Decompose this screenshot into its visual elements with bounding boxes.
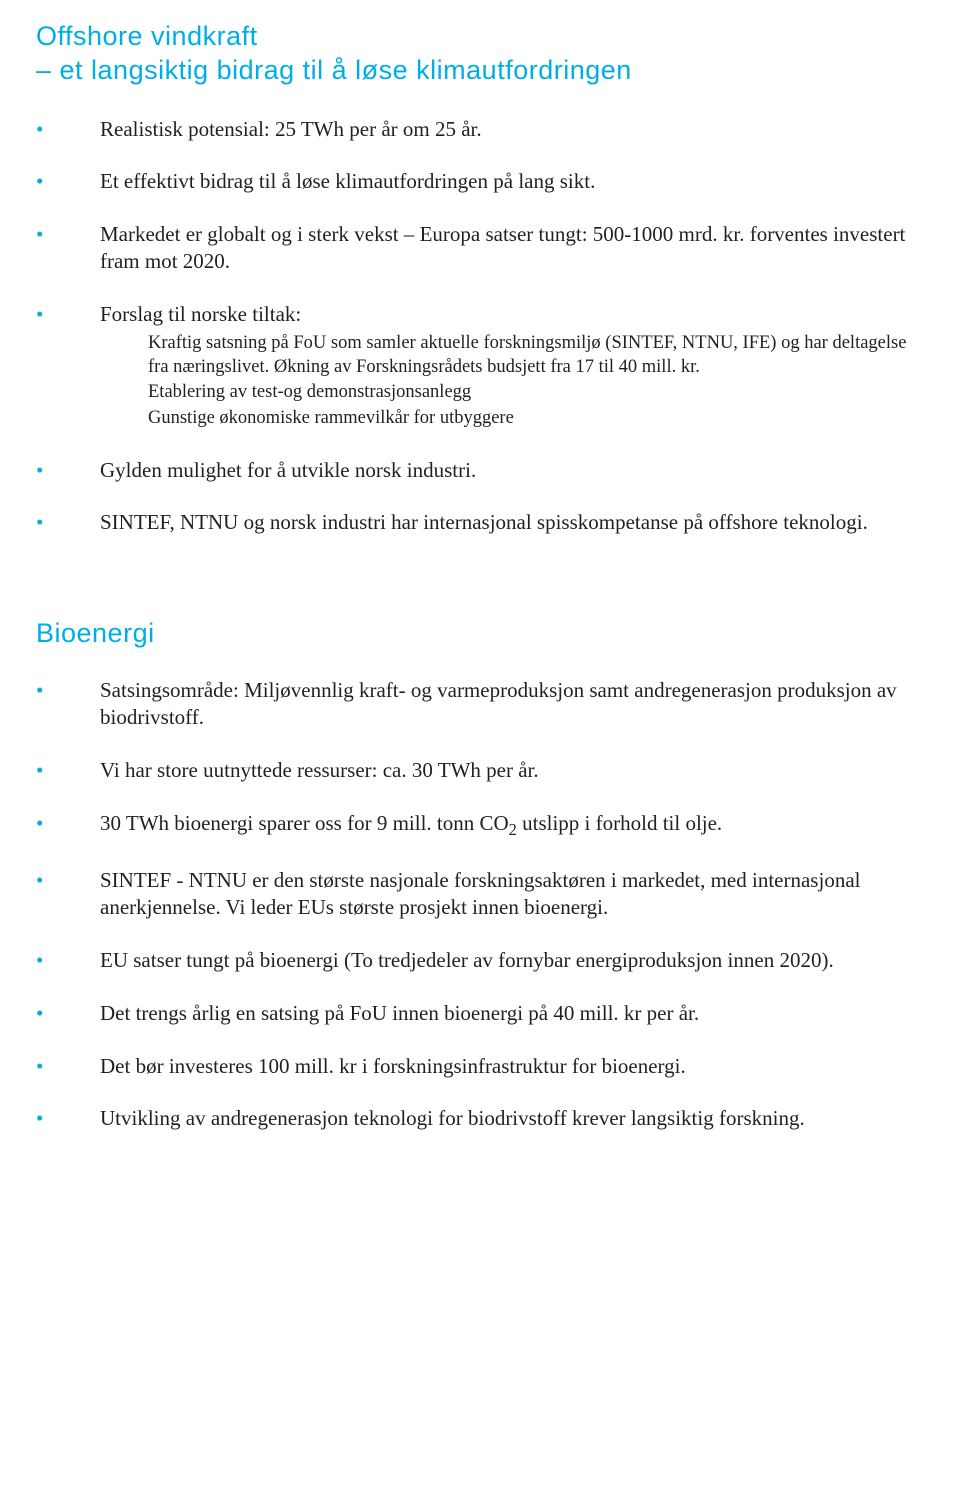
list-item: Satsingsområde: Miljøvennlig kraft- og v…: [36, 677, 924, 731]
heading-line-2: – et langsiktig bidrag til å løse klimau…: [36, 55, 632, 85]
list-item: Et effektivt bidrag til å løse klimautfo…: [36, 168, 924, 195]
list-item-text: Det trengs årlig en satsing på FoU innen…: [100, 1001, 699, 1025]
section-heading-bioenergi: Bioenergi: [36, 618, 924, 649]
list-item: Markedet er globalt og i sterk vekst – E…: [36, 221, 924, 275]
list-item-text: Vi har store uutnyttede ressurser: ca. 3…: [100, 758, 539, 782]
sublist-item: Gunstige økonomiske rammevilkår for utby…: [100, 407, 924, 431]
list-item: Utvikling av andregenerasjon teknologi f…: [36, 1105, 924, 1132]
list-item-text: Gylden mulighet for å utvikle norsk indu…: [100, 458, 476, 482]
list-item: Vi har store uutnyttede ressurser: ca. 3…: [36, 757, 924, 784]
list-item-text: EU satser tungt på bioenergi (To tredjed…: [100, 948, 834, 972]
list-item: Det trengs årlig en satsing på FoU innen…: [36, 1000, 924, 1027]
list-item-text-part-b: utslipp i forhold til olje.: [517, 811, 722, 835]
list-item: Realistisk potensial: 25 TWh per år om 2…: [36, 116, 924, 143]
list-item: Gylden mulighet for å utvikle norsk indu…: [36, 457, 924, 484]
subscript-2: 2: [509, 820, 517, 839]
list-item-text-part-a: 30 TWh bioenergi sparer oss for 9 mill. …: [100, 811, 509, 835]
list-item-text: SINTEF - NTNU er den største nasjonale f…: [100, 868, 860, 919]
list-item: Forslag til norske tiltak: Kraftig satsn…: [36, 301, 924, 431]
list-item-text: Utvikling av andregenerasjon teknologi f…: [100, 1106, 805, 1130]
offshore-list: Realistisk potensial: 25 TWh per år om 2…: [36, 116, 924, 537]
list-item: 30 TWh bioenergi sparer oss for 9 mill. …: [36, 810, 924, 841]
list-item-text: Det bør investeres 100 mill. kr i forskn…: [100, 1054, 686, 1078]
list-item-lead: Forslag til norske tiltak:: [100, 302, 301, 326]
list-item-text: Satsingsområde: Miljøvennlig kraft- og v…: [100, 678, 897, 729]
sublist-item: Etablering av test-og demonstrasjonsanle…: [100, 381, 924, 405]
sublist-item: Kraftig satsning på FoU som samler aktue…: [100, 332, 924, 379]
list-item-text: SINTEF, NTNU og norsk industri har inter…: [100, 510, 868, 534]
list-item-text: Realistisk potensial: 25 TWh per år om 2…: [100, 117, 482, 141]
heading-line-1: Offshore vindkraft: [36, 21, 258, 51]
section-heading-offshore: Offshore vindkraft – et langsiktig bidra…: [36, 20, 924, 88]
bioenergi-list: Satsingsområde: Miljøvennlig kraft- og v…: [36, 677, 924, 1132]
list-item-text: Et effektivt bidrag til å løse klimautfo…: [100, 169, 595, 193]
list-item-text: Markedet er globalt og i sterk vekst – E…: [100, 222, 905, 273]
list-item: SINTEF, NTNU og norsk industri har inter…: [36, 509, 924, 536]
sublist: Kraftig satsning på FoU som samler aktue…: [100, 332, 924, 431]
list-item: EU satser tungt på bioenergi (To tredjed…: [36, 947, 924, 974]
list-item: Det bør investeres 100 mill. kr i forskn…: [36, 1053, 924, 1080]
list-item: SINTEF - NTNU er den største nasjonale f…: [36, 867, 924, 921]
